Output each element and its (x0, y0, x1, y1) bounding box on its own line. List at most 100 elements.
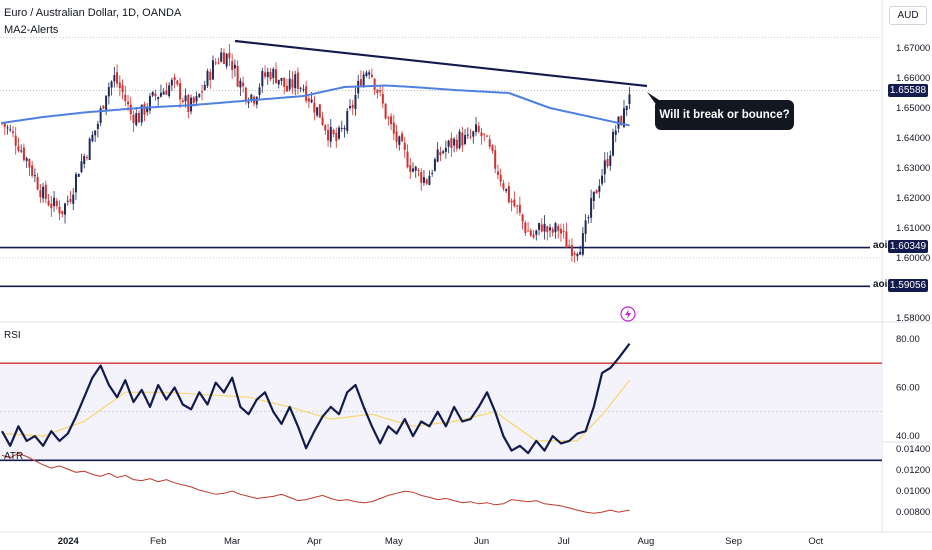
aoi-price-tag-upper: 1.60349 (888, 240, 928, 253)
candle-body (316, 107, 319, 116)
candle-body (299, 87, 302, 89)
candle-body (346, 110, 349, 132)
candle-body (121, 85, 124, 93)
candle-body (464, 135, 467, 145)
candle-body (513, 199, 516, 207)
rsi-tick-label: 40.00 (896, 431, 920, 442)
time-tick-label: Oct (808, 536, 823, 547)
candle-body (340, 127, 343, 129)
candle-body (159, 92, 162, 97)
candle-body (168, 85, 171, 97)
atr-tick-label: 0.00800 (896, 507, 930, 518)
candle-body (381, 93, 384, 104)
rsi-pane[interactable] (0, 306, 882, 462)
moving-average-line (1, 84, 630, 127)
rsi-pane-label: RSI (4, 330, 21, 341)
candle-body (258, 87, 261, 96)
candle-body (461, 132, 464, 146)
price-tick-label: 1.64000 (896, 133, 930, 144)
candle-body (422, 177, 425, 183)
candle-body (266, 71, 269, 78)
candle-body (151, 91, 154, 96)
candle-body (447, 140, 450, 147)
candle-body (88, 138, 91, 161)
price-tick-label: 1.65000 (896, 103, 930, 114)
atr-pane[interactable] (1, 452, 630, 514)
time-tick-label: Apr (307, 536, 322, 547)
candle-body (94, 130, 97, 136)
candle-body (379, 90, 382, 92)
atr-pane-label: ATR (4, 451, 24, 462)
candle-body (36, 176, 39, 190)
candle-body (107, 87, 110, 97)
candle-body (269, 71, 272, 80)
candle-body (622, 108, 625, 127)
candle-body (439, 151, 442, 156)
candle-body (173, 77, 176, 81)
candle-body (203, 84, 206, 91)
candle-body (387, 117, 390, 119)
candle-body (39, 190, 42, 198)
candle-body (318, 104, 321, 118)
candle-body (625, 105, 628, 111)
candle-body (201, 91, 204, 93)
candle-body (601, 175, 604, 184)
candle-body (324, 125, 327, 131)
candle-body (132, 114, 135, 124)
candle-body (1, 122, 3, 124)
candle-body (25, 158, 28, 161)
candle-body (288, 78, 291, 90)
candle-body (335, 132, 338, 141)
candle-body (250, 94, 253, 100)
time-tick-label: Jul (558, 536, 570, 547)
candle-body (395, 131, 398, 142)
candle-body (433, 159, 436, 171)
candle-body (516, 205, 519, 207)
candle-body (294, 74, 297, 89)
candle-body (44, 184, 47, 200)
price-tick-label: 1.58000 (896, 313, 930, 324)
candle-body (332, 129, 335, 135)
candle-body (118, 82, 121, 89)
candle-body (559, 228, 562, 234)
candle-body (568, 245, 571, 247)
candle-body (236, 65, 239, 87)
candle-body (527, 230, 530, 232)
candle-body (543, 223, 546, 232)
candle-body (401, 133, 404, 142)
candle-body (74, 174, 77, 193)
candle-body (444, 147, 447, 152)
candle-body (17, 146, 20, 151)
candle-body (20, 150, 23, 152)
candle-body (584, 220, 587, 234)
candle-body (480, 132, 483, 137)
candle-body (105, 95, 108, 110)
candle-body (488, 139, 491, 147)
candle-body (3, 123, 6, 128)
candle-body (291, 79, 294, 88)
candle-body (343, 128, 346, 130)
candle-body (557, 226, 560, 231)
candle-body (42, 186, 45, 199)
candle-body (565, 231, 568, 248)
candle-body (214, 62, 217, 64)
atr-tick-label: 0.01200 (896, 465, 930, 476)
candle-body (373, 78, 376, 90)
candle-body (96, 123, 99, 129)
candle-body (99, 108, 102, 124)
candle-body (247, 101, 250, 104)
candle-body (398, 136, 401, 145)
rsi-line (1, 343, 631, 455)
candle-body (116, 72, 119, 84)
candle-body (233, 64, 236, 69)
candle-body (532, 234, 535, 238)
candle-body (499, 174, 502, 182)
price-pane[interactable] (0, 39, 870, 288)
price-tick-label: 1.66000 (896, 73, 930, 84)
candle-body (376, 89, 379, 94)
currency-selector[interactable]: AUD (889, 6, 927, 25)
candle-body (244, 87, 247, 102)
candle-body (31, 165, 34, 176)
trendline (234, 39, 648, 88)
